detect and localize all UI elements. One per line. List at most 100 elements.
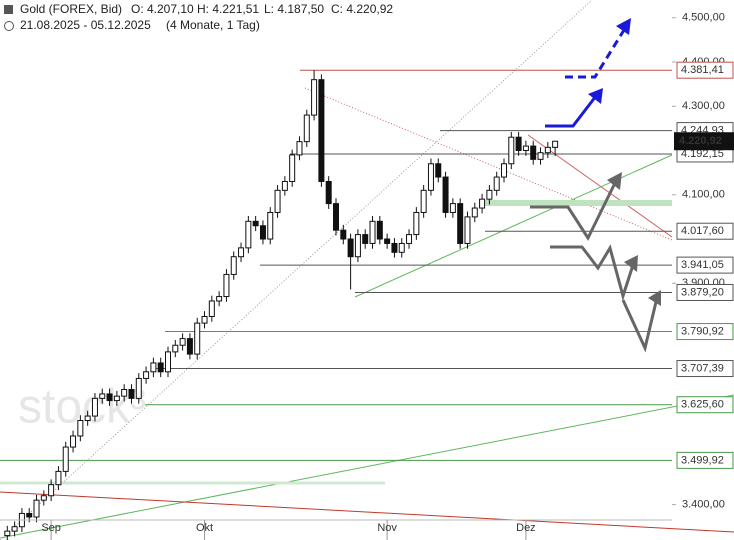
title: Gold (FOREX, Bid) bbox=[20, 2, 122, 16]
clock-icon bbox=[4, 21, 14, 31]
level-label: 3.941,05 bbox=[681, 259, 724, 271]
ohlc-open: O: 4.207,10 bbox=[131, 2, 194, 16]
trend-line bbox=[0, 394, 734, 539]
level-label: 3.790,92 bbox=[681, 325, 724, 337]
level-label: 4.381,41 bbox=[681, 64, 724, 76]
scenario-arrows bbox=[530, 18, 661, 353]
trend-line bbox=[0, 491, 734, 533]
last-price-box bbox=[674, 132, 734, 151]
candle-body bbox=[325, 180, 332, 205]
candle-body bbox=[289, 154, 296, 182]
trend-line bbox=[527, 134, 673, 238]
candle-body bbox=[544, 146, 551, 154]
candle-body bbox=[362, 234, 369, 244]
arrowhead bbox=[607, 172, 622, 190]
candle-body bbox=[347, 238, 354, 258]
arrowhead bbox=[624, 255, 638, 272]
candle-body bbox=[427, 163, 434, 191]
candle-body bbox=[165, 351, 171, 373]
candle-body bbox=[150, 362, 157, 373]
candle-body bbox=[201, 315, 208, 324]
level-label-box bbox=[676, 396, 734, 414]
y-tick-label: 4.300,00 bbox=[682, 100, 725, 112]
candle-body bbox=[179, 338, 186, 346]
candle-body bbox=[537, 152, 544, 160]
candle-body bbox=[4, 530, 11, 537]
candle-body bbox=[442, 176, 449, 213]
candle-body bbox=[77, 419, 84, 437]
candle-body bbox=[252, 220, 259, 227]
candle-body bbox=[281, 180, 288, 191]
candle-body bbox=[508, 136, 515, 165]
candle-body bbox=[457, 203, 464, 244]
candle-body bbox=[274, 189, 281, 213]
candle-body bbox=[464, 216, 471, 244]
candle-body bbox=[376, 220, 383, 240]
candle-body bbox=[11, 526, 18, 532]
arrowhead bbox=[648, 290, 661, 306]
levels bbox=[0, 69, 672, 461]
candle-body bbox=[384, 238, 391, 244]
trend-line bbox=[354, 154, 673, 298]
level-label-box bbox=[676, 323, 734, 341]
y-tick-label: 4.500,00 bbox=[682, 12, 725, 24]
level-label: 4.192,15 bbox=[681, 148, 724, 160]
candle-body bbox=[267, 211, 274, 240]
level-label-box bbox=[676, 451, 734, 469]
candle-body bbox=[113, 395, 120, 402]
trend-line bbox=[304, 87, 673, 241]
icon bbox=[4, 5, 13, 14]
candle-body bbox=[62, 446, 69, 472]
arrow bbox=[545, 95, 598, 128]
level-label-box bbox=[676, 222, 734, 240]
candle-body bbox=[99, 393, 106, 399]
x-tick-label: Sep bbox=[41, 522, 61, 534]
ohlc-low: L: 4.187,50 bbox=[264, 2, 324, 16]
y-tick-label: 4.100,00 bbox=[682, 189, 725, 201]
header: Gold (FOREX, Bid) O: 4.207,10 H: 4.221,5… bbox=[4, 2, 393, 32]
candle-body bbox=[121, 389, 128, 397]
period: (4 Monate, 1 Tag) bbox=[166, 18, 260, 32]
candle-body bbox=[40, 495, 47, 501]
candle-body bbox=[354, 234, 361, 258]
candle-body bbox=[55, 470, 62, 486]
x-tick-label: Okt bbox=[196, 522, 213, 534]
level-label: 3.499,92 bbox=[681, 454, 724, 466]
candle-body bbox=[486, 189, 493, 200]
candle-body bbox=[530, 145, 537, 160]
level-label-box bbox=[676, 360, 734, 378]
candle-body bbox=[406, 234, 413, 244]
candle-body bbox=[48, 484, 55, 497]
arrowhead bbox=[588, 88, 603, 104]
candle-body bbox=[91, 397, 98, 417]
level-label: 4.017,60 bbox=[681, 225, 724, 237]
candle-body bbox=[522, 145, 529, 151]
candle-body bbox=[435, 163, 442, 178]
x-tick-label: Nov bbox=[377, 522, 397, 534]
x-tick-label: Dez bbox=[516, 522, 536, 534]
candle-body bbox=[398, 242, 405, 253]
arrow bbox=[550, 244, 635, 302]
y-tick-label: 3.400,00 bbox=[682, 498, 725, 510]
ohlc-close: C: 4.220,92 bbox=[331, 2, 393, 16]
candle-body bbox=[230, 256, 237, 275]
candles bbox=[4, 70, 559, 540]
level-label-box bbox=[676, 256, 734, 274]
candle-body bbox=[186, 338, 193, 355]
candle-body bbox=[33, 499, 40, 518]
candle-body bbox=[413, 211, 420, 236]
trend-line bbox=[0, 0, 593, 540]
arrow bbox=[621, 299, 658, 353]
candle-body bbox=[552, 140, 559, 148]
level-label: 3.707,39 bbox=[681, 362, 724, 374]
candle-body bbox=[515, 136, 522, 151]
level-label-box bbox=[676, 61, 734, 79]
candle-body bbox=[493, 176, 500, 191]
candle-body bbox=[340, 229, 347, 240]
candle-body bbox=[70, 435, 77, 448]
candle-body bbox=[501, 163, 507, 178]
candle-body bbox=[135, 377, 142, 399]
candle-body bbox=[143, 371, 150, 379]
